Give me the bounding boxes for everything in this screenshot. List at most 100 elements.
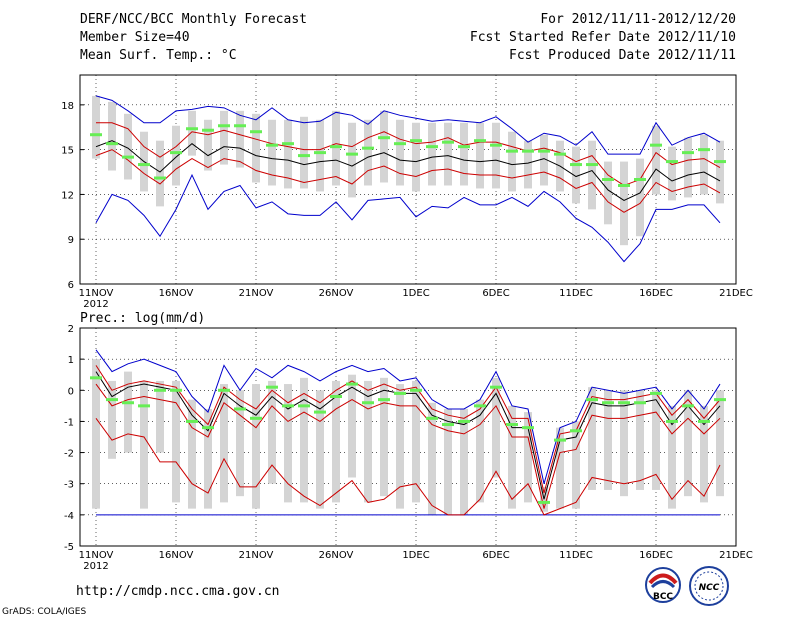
median-marker xyxy=(266,143,278,147)
median-marker xyxy=(618,401,630,405)
median-marker xyxy=(602,401,614,405)
ncc-logo-text: NCC xyxy=(699,583,720,593)
ensemble-box xyxy=(204,119,212,171)
ensemble-box xyxy=(300,116,308,189)
median-marker xyxy=(490,143,502,147)
median-marker xyxy=(122,155,134,159)
x-year-label: 2012 xyxy=(83,299,108,310)
ensemble-box xyxy=(700,405,708,503)
median-marker xyxy=(218,124,230,128)
ncc-logo: NCC xyxy=(689,566,729,606)
ensemble-box xyxy=(604,161,612,225)
ensemble-box xyxy=(124,113,132,180)
median-marker xyxy=(346,152,358,156)
x-tick-label: 6DEC xyxy=(482,288,509,299)
temperature-panel: 6 9 12 15 18 11NOV 16NOV 21NOV 26NOV 1DEC 6DEC 11DE… xyxy=(61,74,753,310)
ensemble-box xyxy=(476,399,484,503)
median-marker xyxy=(474,404,486,408)
median-marker xyxy=(330,395,342,399)
median-marker xyxy=(458,419,470,423)
median-marker xyxy=(602,178,614,181)
median-marker xyxy=(538,500,550,504)
ensemble-box xyxy=(572,421,580,509)
x-tick-label: 11NOV xyxy=(79,550,114,561)
ensemble-box xyxy=(268,119,276,186)
ensemble-box xyxy=(396,384,404,509)
precip-panel: -5 -4 -3 -2 -1 0 1 2 11NOV 16NOV 21NOV 26NOV 1DEC 6DE… xyxy=(64,324,753,572)
header-period: For 2012/11/11-2012/12/20 xyxy=(540,12,736,27)
median-marker xyxy=(410,388,422,392)
median-marker xyxy=(106,398,118,402)
ensemble-box xyxy=(508,405,516,509)
header-title: DERF/NCC/BCC Monthly Forecast xyxy=(80,12,307,27)
x-tick-label: 11NOV xyxy=(79,288,114,299)
ensemble-box xyxy=(332,380,340,503)
x-tick-label: 21NOV xyxy=(239,288,274,299)
ensemble-box xyxy=(316,119,324,192)
ensemble-box xyxy=(444,122,452,186)
x-tick-label: 21DEC xyxy=(719,288,753,299)
ensemble-box xyxy=(716,390,724,497)
median-marker xyxy=(202,128,214,132)
series-line-max xyxy=(95,349,721,484)
median-marker xyxy=(650,391,662,395)
median-marker xyxy=(698,419,710,423)
ensemble-box xyxy=(156,380,164,453)
median-marker xyxy=(618,183,630,187)
x-tick-label: 21NOV xyxy=(239,550,274,561)
ensemble-box xyxy=(492,122,500,189)
ensemble-box xyxy=(524,412,532,503)
ensemble-box xyxy=(652,390,660,490)
ensemble-box xyxy=(236,110,244,168)
median-marker xyxy=(362,146,374,150)
median-marker xyxy=(634,178,646,181)
x-tick-label: 26NOV xyxy=(319,550,354,561)
y-tick-label: 12 xyxy=(61,190,74,201)
ensemble-box xyxy=(236,390,244,497)
x-tick-label: 26NOV xyxy=(319,288,354,299)
footer-url[interactable]: http://cmdp.ncc.cma.gov.cn xyxy=(76,584,280,599)
median-marker xyxy=(426,145,438,149)
ensemble-box xyxy=(108,101,116,171)
median-marker xyxy=(666,419,678,423)
median-marker xyxy=(298,404,310,408)
ensemble-box xyxy=(252,384,260,509)
header-start-date: Fcst Started Refer Date 2012/11/10 xyxy=(470,30,736,45)
ensemble-box xyxy=(172,125,180,186)
median-marker xyxy=(714,160,726,164)
ensemble-box xyxy=(396,119,404,186)
median-marker xyxy=(554,438,566,442)
ensemble-box xyxy=(364,380,372,503)
ensemble-box xyxy=(652,125,660,195)
ensemble-box xyxy=(524,140,532,189)
median-marker xyxy=(538,149,550,153)
ensemble-box xyxy=(124,371,132,453)
x-tick-label: 1DEC xyxy=(402,550,429,561)
median-marker xyxy=(490,385,502,389)
ensemble-box xyxy=(540,134,548,186)
ensemble-box xyxy=(572,146,580,204)
ensemble-box xyxy=(316,390,324,509)
x-tick-label: 16DEC xyxy=(639,550,673,561)
ensemble-box xyxy=(716,140,724,204)
median-marker xyxy=(266,385,278,389)
ensemble-box xyxy=(636,390,644,490)
ensemble-box xyxy=(476,122,484,189)
median-marker xyxy=(282,404,294,408)
bcc-logo-text: BCC xyxy=(653,592,673,602)
median-marker xyxy=(410,139,422,143)
median-marker xyxy=(186,127,198,131)
x-tick-label: 16DEC xyxy=(639,288,673,299)
series-line-mean xyxy=(95,371,721,500)
median-marker xyxy=(586,398,598,402)
ensemble-box xyxy=(300,377,308,503)
median-marker xyxy=(170,388,182,392)
bcc-logo: BCC xyxy=(645,567,681,603)
x-tick-label: 1DEC xyxy=(402,288,429,299)
ensemble-box xyxy=(620,161,628,246)
median-marker xyxy=(250,130,262,134)
median-marker xyxy=(250,416,262,420)
ensemble-box xyxy=(348,374,356,478)
median-marker xyxy=(282,142,294,146)
y-tick-label: 2 xyxy=(68,324,74,335)
